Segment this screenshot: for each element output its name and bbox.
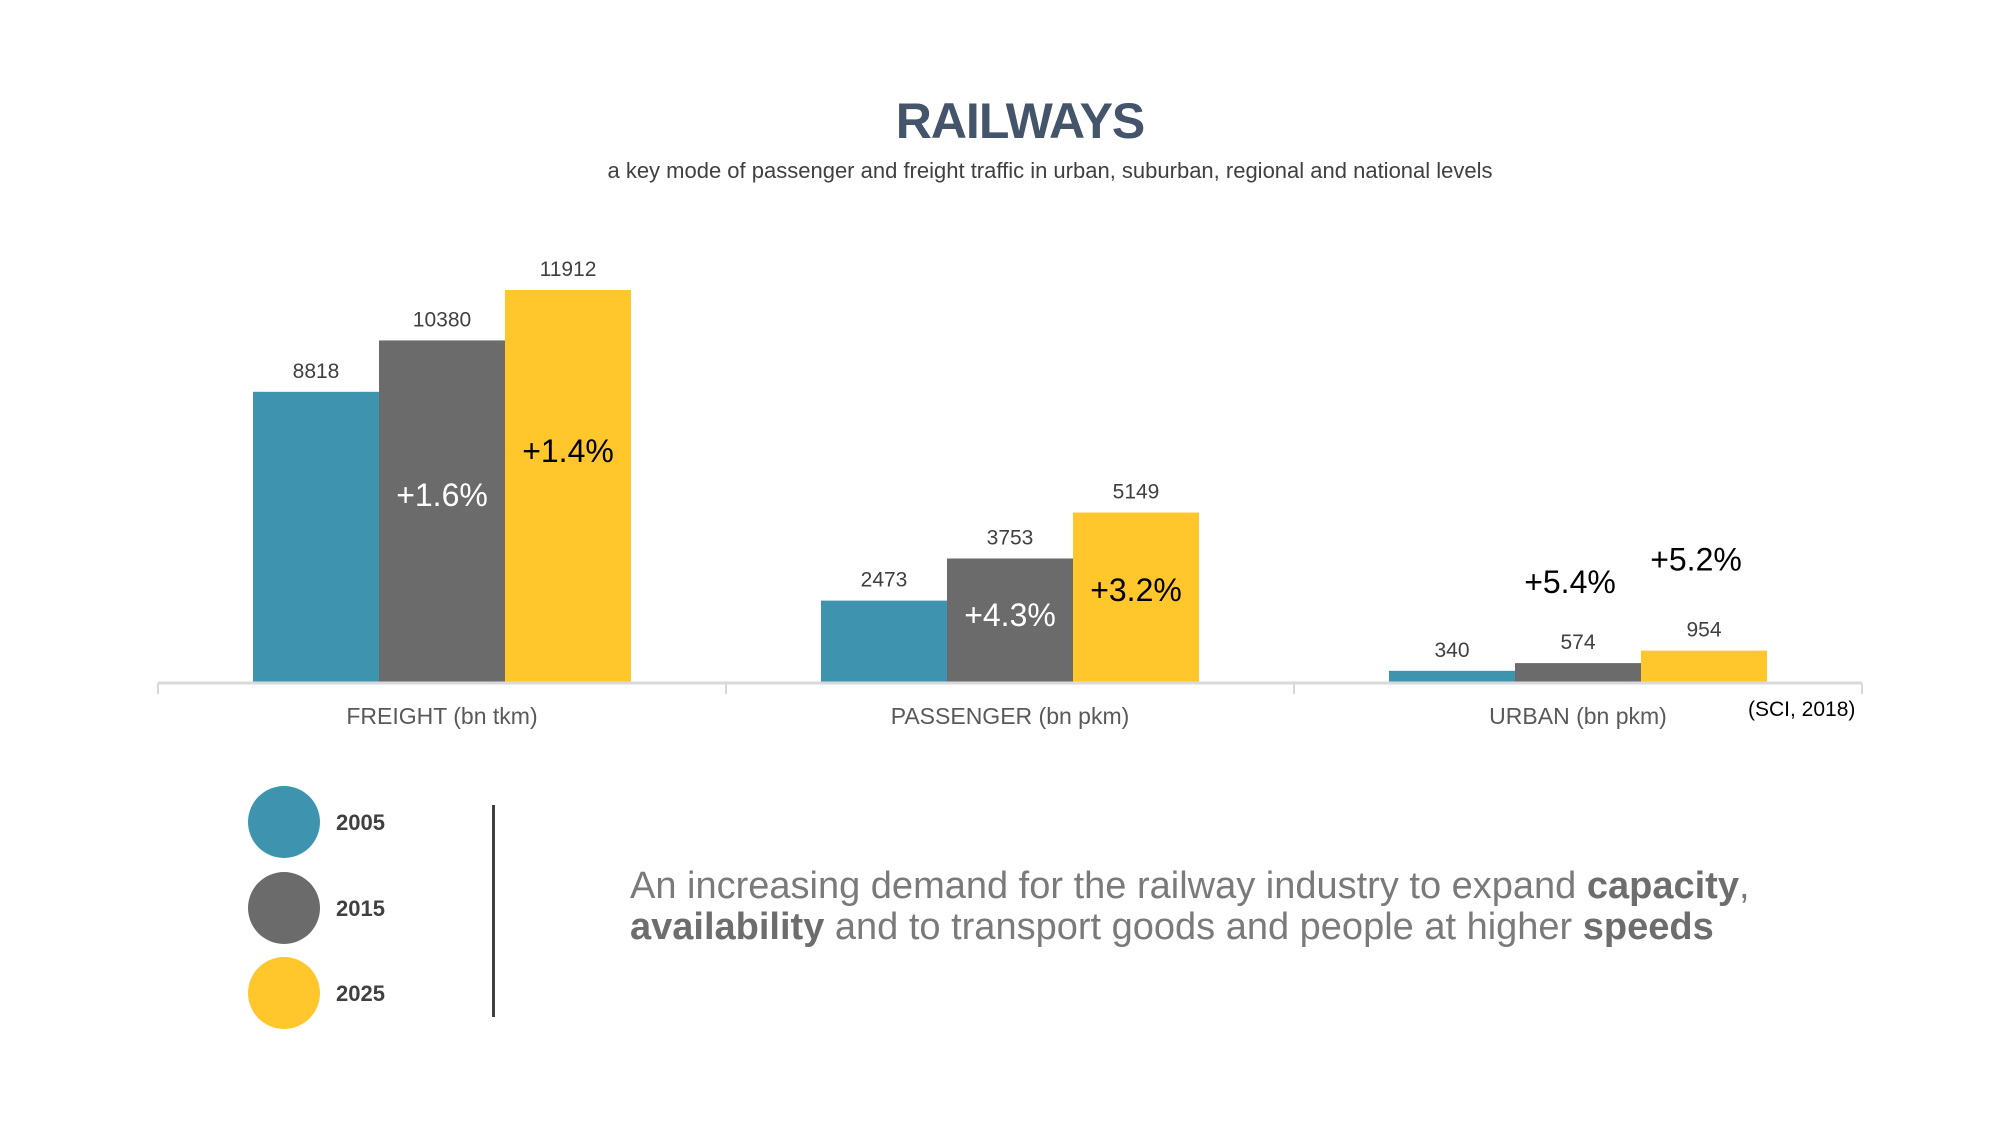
- data-label-2025-2: 954: [1686, 619, 1721, 642]
- data-label-2015-1: 3753: [987, 526, 1034, 549]
- data-label-2005-2: 340: [1434, 639, 1469, 662]
- legend-label-2015: 2015: [336, 896, 385, 921]
- legend-label-2025: 2025: [336, 981, 385, 1006]
- chart-subtitle: a key mode of passenger and freight traf…: [607, 158, 1493, 183]
- bar-2025-0: [505, 290, 631, 682]
- bar-2005-2: [1389, 670, 1515, 682]
- bar-2005-0: [253, 391, 379, 682]
- bar-chart: 8818 10380 +1.6% 11912 +1.4% FREIGHT (bn tkm)…: [157, 258, 1863, 729]
- growth-label-2015-0: +1.6%: [396, 477, 488, 513]
- key-message: An increasing demand for the railway ind…: [630, 866, 1930, 948]
- growth-label-2015-2: +5.4%: [1524, 564, 1616, 600]
- data-label-2025-0: 11912: [540, 258, 597, 281]
- vertical-divider: [492, 805, 495, 1017]
- message-bold-capacity: capacity: [1586, 865, 1739, 907]
- bar-2015-1: [947, 558, 1073, 682]
- growth-label-2025-0: +1.4%: [522, 433, 614, 469]
- bar-2025-1: [1073, 512, 1199, 682]
- chart-title: RAILWAYS: [895, 93, 1146, 149]
- data-label-2015-0: 10380: [413, 308, 471, 331]
- legend-item-2025: 2025: [248, 957, 508, 1031]
- data-label-2005-0: 8818: [293, 360, 340, 383]
- bar-2025-2: [1641, 650, 1767, 682]
- legend-label-2005: 2005: [336, 810, 385, 835]
- category-label-2: URBAN (bn pkm): [1489, 703, 1667, 729]
- message-text-1: An increasing demand for the railway ind…: [630, 865, 1587, 907]
- message-text-2: ,: [1738, 865, 1750, 907]
- data-label-2025-1: 5149: [1113, 481, 1160, 504]
- source-note: (SCI, 2018): [1748, 698, 1856, 721]
- message-bold-speeds: speeds: [1582, 906, 1714, 948]
- growth-label-2025-2: +5.2%: [1650, 542, 1742, 578]
- legend-swatch-2015: [248, 872, 320, 944]
- legend-item-2015: 2015: [248, 872, 508, 946]
- message-text-3: and to transport goods and people at hig…: [824, 906, 1583, 948]
- legend-item-2005: 2005: [248, 786, 508, 860]
- bar-2015-2: [1515, 663, 1641, 682]
- growth-label-2015-1: +4.3%: [964, 597, 1056, 633]
- legend-swatch-2005: [248, 786, 320, 858]
- legend-swatch-2025: [248, 957, 320, 1029]
- category-label-1: PASSENGER (bn pkm): [891, 703, 1130, 729]
- message-bold-availability: availability: [630, 906, 825, 948]
- bar-2005-1: [821, 600, 947, 682]
- category-label-0: FREIGHT (bn tkm): [346, 703, 537, 729]
- bar-2015-0: [379, 340, 505, 682]
- data-label-2015-2: 574: [1560, 631, 1595, 654]
- data-label-2005-1: 2473: [861, 569, 908, 592]
- growth-label-2025-1: +3.2%: [1090, 572, 1182, 608]
